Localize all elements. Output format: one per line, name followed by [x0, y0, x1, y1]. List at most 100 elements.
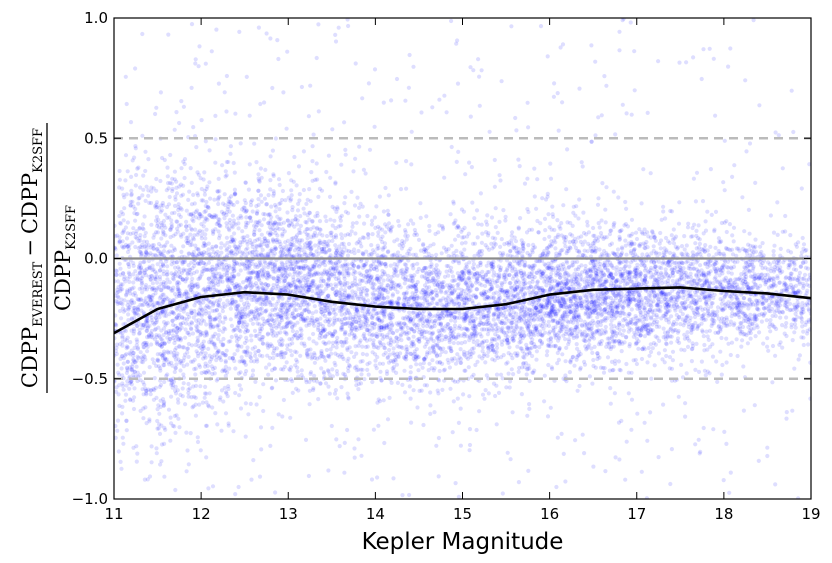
scatter-point — [228, 144, 233, 149]
scatter-point — [346, 396, 351, 401]
scatter-point — [301, 206, 306, 211]
scatter-point — [498, 267, 503, 272]
scatter-point — [296, 388, 301, 393]
scatter-point — [436, 435, 441, 441]
scatter-point — [389, 98, 394, 103]
scatter-point — [402, 295, 407, 300]
scatter-point — [149, 222, 154, 227]
scatter-point — [556, 128, 561, 133]
scatter-point — [444, 263, 449, 269]
scatter-point — [339, 213, 344, 218]
scatter-point — [309, 235, 314, 240]
scatter-point — [804, 301, 810, 306]
scatter-point — [228, 239, 233, 244]
scatter-point — [435, 282, 440, 287]
scatter-point — [177, 327, 183, 332]
scatter-points — [114, 18, 811, 499]
scatter-point — [730, 284, 735, 289]
scatter-point — [284, 360, 289, 365]
scatter-point — [435, 388, 440, 393]
scatter-point — [624, 439, 629, 444]
scatter-point — [799, 186, 804, 191]
scatter-point — [691, 55, 696, 60]
scatter-point — [699, 321, 704, 326]
scatter-point — [203, 370, 208, 375]
scatter-point — [261, 382, 266, 387]
scatter-point — [134, 337, 139, 342]
scatter-point — [208, 196, 213, 201]
scatter-point — [385, 290, 390, 295]
scatter-point — [270, 148, 275, 153]
scatter-point — [698, 263, 703, 268]
scatter-point — [225, 287, 230, 292]
scatter-point — [384, 371, 390, 376]
scatter-point — [356, 387, 361, 392]
scatter-point — [276, 56, 281, 62]
scatter-point — [270, 237, 276, 242]
scatter-point — [741, 408, 747, 413]
scatter-point — [800, 301, 805, 306]
scatter-point — [661, 209, 666, 214]
scatter-point — [352, 446, 357, 451]
scatter-point — [261, 341, 266, 346]
scatter-point — [498, 290, 503, 295]
scatter-point — [166, 186, 171, 191]
scatter-point — [504, 361, 509, 366]
scatter-point — [246, 187, 251, 192]
scatter-point — [346, 316, 351, 321]
scatter-point — [346, 356, 351, 361]
scatter-point — [256, 172, 261, 177]
scatter-point — [381, 398, 386, 403]
scatter-point — [513, 267, 518, 272]
scatter-point — [563, 479, 568, 484]
scatter-point — [195, 439, 201, 445]
scatter-point — [153, 269, 158, 274]
scatter-point — [604, 235, 609, 240]
scatter-point — [196, 354, 201, 359]
scatter-point — [486, 277, 492, 282]
scatter-point — [801, 242, 807, 247]
scatter-point — [596, 115, 601, 120]
scatter-point — [210, 214, 215, 219]
scatter-point — [200, 331, 205, 336]
scatter-point — [216, 217, 221, 222]
scatter-point — [754, 299, 760, 304]
scatter-point — [195, 170, 200, 175]
scatter-point — [325, 368, 331, 373]
scatter-point — [200, 346, 205, 351]
scatter-point — [766, 308, 772, 313]
scatter-point — [686, 221, 691, 226]
scatter-point — [665, 260, 671, 265]
scatter-point — [456, 295, 461, 300]
scatter-point — [328, 259, 333, 264]
scatter-point — [583, 263, 588, 269]
scatter-point — [334, 292, 339, 298]
scatter-point — [464, 326, 469, 331]
scatter-point — [359, 244, 364, 249]
scatter-point — [386, 193, 391, 198]
scatter-point — [154, 200, 159, 205]
scatter-point — [224, 348, 229, 353]
scatter-point — [476, 222, 481, 227]
scatter-point — [232, 352, 237, 357]
scatter-point — [184, 219, 189, 224]
scatter-point — [136, 201, 141, 206]
scatter-point — [730, 174, 735, 179]
scatter-point — [123, 337, 128, 342]
scatter-point — [430, 289, 435, 295]
scatter-point — [731, 225, 737, 230]
scatter-point — [397, 322, 402, 327]
scatter-point — [562, 301, 568, 306]
scatter-point — [417, 388, 422, 393]
scatter-point — [418, 201, 423, 206]
scatter-point — [185, 362, 190, 367]
scatter-point — [370, 291, 375, 296]
scatter-point — [636, 291, 641, 296]
scatter-point — [136, 264, 142, 269]
scatter-point — [443, 290, 448, 295]
scatter-point — [652, 293, 657, 299]
scatter-point — [297, 246, 302, 252]
scatter-point — [390, 330, 395, 335]
scatter-point — [577, 383, 582, 389]
scatter-point — [662, 330, 668, 335]
